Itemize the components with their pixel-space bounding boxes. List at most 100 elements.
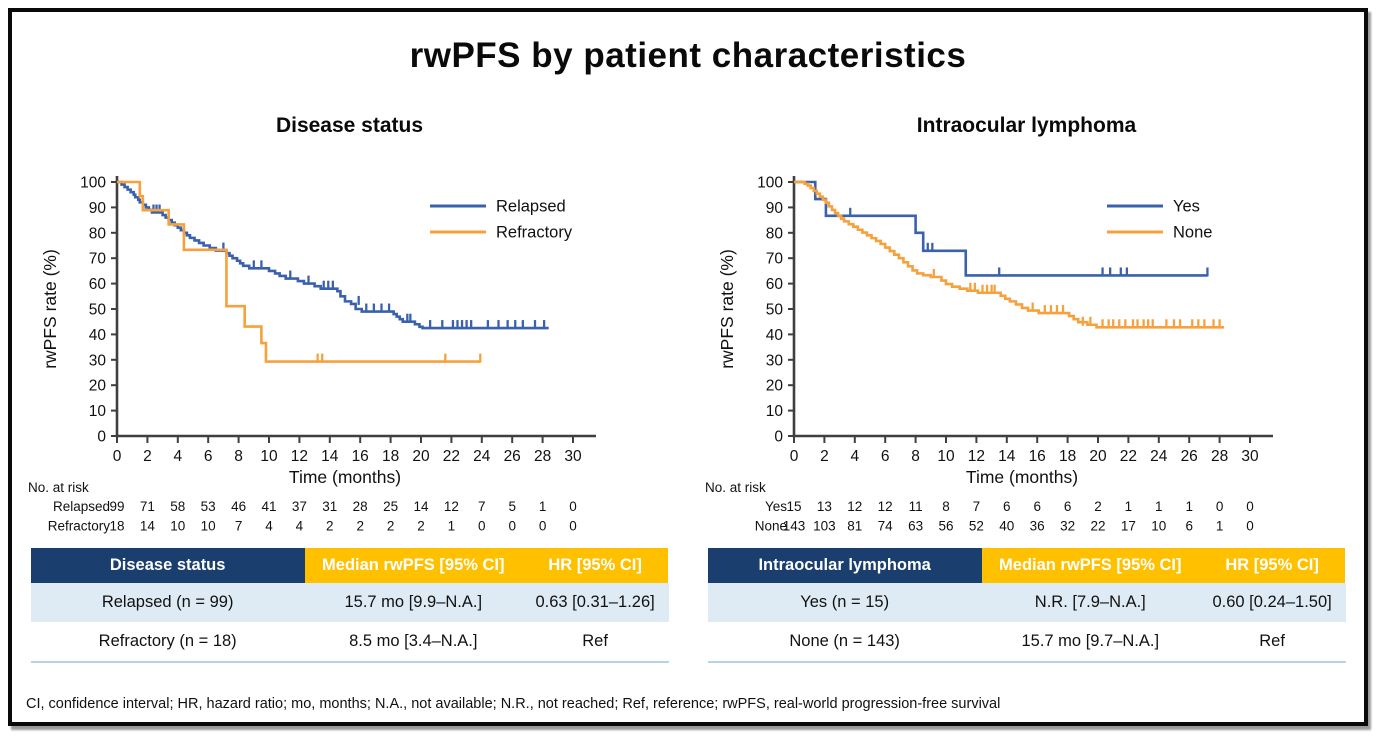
risk-count: 53 xyxy=(201,499,216,514)
summary-table-intraocular-lymphoma: Intraocular lymphoma Median rwPFS [95% C… xyxy=(707,548,1346,663)
relapsed-legend-label: Relapsed xyxy=(496,198,566,216)
risk-count: 31 xyxy=(322,499,337,514)
risk-count: 10 xyxy=(170,519,185,534)
panel-intraocular-lymphoma: Intraocular lymphoma 0 10 20 30 40 50 60 70 80 90… xyxy=(699,114,1354,663)
risk-count: 103 xyxy=(813,519,836,534)
risk-count: 63 xyxy=(908,519,923,534)
x-tick-label: 0 xyxy=(113,448,122,465)
y-tick-label: 40 xyxy=(89,327,107,344)
x-tick-label: 30 xyxy=(564,448,582,465)
risk-count: 14 xyxy=(413,499,429,514)
risk-count: 10 xyxy=(1151,519,1166,534)
no-at-risk-label: No. at risk xyxy=(28,480,89,495)
panel-disease-status: Disease status 0 10 20 30 40 50 60 70 80 90 100 0 2 4… xyxy=(22,114,677,663)
table-cell: 15.7 mo [9.7–N.A.] xyxy=(1021,632,1160,650)
x-tick-label: 18 xyxy=(382,448,399,465)
risk-count: 1 xyxy=(1185,499,1193,514)
risk-count: 2 xyxy=(356,519,364,534)
risk-count: 12 xyxy=(444,499,459,514)
risk-count: 0 xyxy=(569,519,577,534)
risk-count: 74 xyxy=(878,519,894,534)
x-tick-label: 22 xyxy=(1120,448,1137,465)
risk-count: 40 xyxy=(999,519,1014,534)
x-tick-label: 4 xyxy=(850,448,859,465)
risk-count: 2 xyxy=(1094,499,1102,514)
refractory-legend-label: Refractory xyxy=(496,224,573,242)
abbreviations-footnote: CI, confidence interval; HR, hazard rati… xyxy=(26,696,1001,712)
x-tick-label: 30 xyxy=(1241,448,1259,465)
risk-count: 15 xyxy=(786,499,801,514)
risk-count: 14 xyxy=(140,519,156,534)
risk-count: 6 xyxy=(1003,499,1011,514)
risk-count: 7 xyxy=(235,519,243,534)
table-header-cell: HR [95% CI] xyxy=(1198,548,1346,583)
x-tick-label: 10 xyxy=(260,448,278,465)
y-tick-label: 70 xyxy=(766,251,784,268)
y-tick-label: 10 xyxy=(766,403,784,420)
x-axis-label: Time (months) xyxy=(289,467,401,487)
risk-count: 0 xyxy=(1246,519,1254,534)
x-tick-label: 16 xyxy=(352,448,369,465)
risk-row-label: Refractory xyxy=(48,519,111,534)
y-tick-label: 60 xyxy=(766,276,784,293)
summary-table-header-row: Intraocular lymphoma Median rwPFS [95% C… xyxy=(707,548,1346,583)
risk-count: 41 xyxy=(261,499,276,514)
refractory-curve xyxy=(117,180,481,363)
risk-count: 17 xyxy=(1121,519,1136,534)
risk-row-label: Yes xyxy=(765,499,787,514)
x-tick-label: 20 xyxy=(412,448,430,465)
x-tick-label: 26 xyxy=(504,448,521,465)
table-header-cell: HR [95% CI] xyxy=(521,548,669,583)
y-tick-label: 0 xyxy=(774,429,783,446)
table-cell: 0.63 [0.31–1.26] xyxy=(535,593,655,611)
risk-count: 6 xyxy=(1033,499,1041,514)
risk-count: 2 xyxy=(387,519,395,534)
table-row: Relapsed (n = 99) 15.7 mo [9.9–N.A.] 0.6… xyxy=(30,583,669,622)
table-cell: 0.60 [0.24–1.50] xyxy=(1212,593,1332,611)
x-tick-label: 24 xyxy=(473,448,491,465)
risk-count: 81 xyxy=(847,519,862,534)
table-cell: 8.5 mo [3.4–N.A.] xyxy=(349,632,478,650)
table-header-cell: Median rwPFS [95% CI] xyxy=(304,548,522,583)
table-cell: Refractory (n = 18) xyxy=(98,632,237,650)
y-tick-label: 80 xyxy=(89,225,107,242)
summary-table-disease-status: Disease status Median rwPFS [95% CI] HR … xyxy=(30,548,669,663)
x-tick-label: 12 xyxy=(968,448,985,465)
x-tick-label: 6 xyxy=(881,448,890,465)
risk-count: 12 xyxy=(847,499,862,514)
x-tick-label: 10 xyxy=(937,448,955,465)
page-title: rwPFS by patient characteristics xyxy=(409,36,967,75)
risk-count: 71 xyxy=(140,499,155,514)
risk-count: 37 xyxy=(292,499,307,514)
risk-count: 143 xyxy=(783,519,806,534)
y-tick-label: 0 xyxy=(97,429,106,446)
y-tick-label: 40 xyxy=(766,327,784,344)
x-tick-label: 4 xyxy=(173,448,182,465)
x-tick-label: 8 xyxy=(911,448,920,465)
none-curve xyxy=(794,180,1225,329)
y-tick-label: 80 xyxy=(766,225,784,242)
x-tick-label: 18 xyxy=(1059,448,1076,465)
x-tick-label: 28 xyxy=(534,448,551,465)
table-cell: 15.7 mo [9.9–N.A.] xyxy=(344,593,483,611)
y-tick-label: 90 xyxy=(766,200,784,217)
table-cell: Ref xyxy=(582,632,608,650)
y-axis-label: rwPFS rate (%) xyxy=(717,249,737,369)
x-tick-label: 16 xyxy=(1029,448,1046,465)
risk-count: 36 xyxy=(1030,519,1045,534)
risk-count: 52 xyxy=(969,519,984,534)
table-row: Yes (n = 15) N.R. [7.9–N.A.] 0.60 [0.24–… xyxy=(707,583,1346,622)
risk-count: 58 xyxy=(170,499,185,514)
risk-row-label: None xyxy=(755,519,787,534)
chart-panels: Disease status 0 10 20 30 40 50 60 70 80 90 100 0 2 4… xyxy=(12,114,1364,663)
y-tick-label: 30 xyxy=(89,352,107,369)
x-tick-label: 26 xyxy=(1181,448,1198,465)
risk-count: 22 xyxy=(1090,519,1105,534)
x-tick-label: 0 xyxy=(790,448,799,465)
risk-count: 2 xyxy=(326,519,334,534)
risk-count: 7 xyxy=(478,499,486,514)
none-legend-label: None xyxy=(1173,224,1212,242)
risk-count: 0 xyxy=(508,519,516,534)
